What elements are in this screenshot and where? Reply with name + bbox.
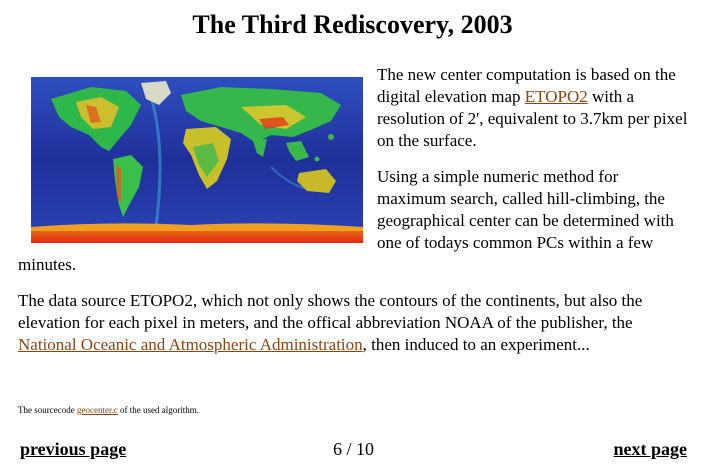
paragraph-hill-climbing: Using a simple numeric method for maximu… (18, 167, 674, 274)
main-content: The new center computation is based on t… (18, 64, 690, 370)
paragraph-etopo2: The new center computation is based on t… (18, 64, 690, 152)
next-page-link[interactable]: next page (613, 439, 688, 459)
source-code-note: The sourcecode geocenter.c of the used a… (18, 405, 199, 416)
page-title: The Third Rediscovery, 2003 (192, 10, 513, 39)
etopo2-link[interactable]: ETOPO2 (524, 87, 588, 106)
paragraph-noaa: The data source ETOPO2, which not only s… (18, 290, 690, 356)
paragraph-etopo2-text-end: with a resolution of 2', equivalent to 3… (377, 87, 688, 150)
geocenter-c-link[interactable]: geocenter.c (76, 405, 118, 415)
paragraph-etopo2-text: The new center computation is based on t… (377, 65, 676, 106)
paragraph-noaa-text-end: , then induced to an experiment... (362, 335, 590, 354)
source-note-text-end: of the used algorithm. (117, 405, 199, 415)
source-note-text: The sourcecode (18, 405, 77, 415)
previous-page-link[interactable]: previous page (20, 439, 127, 459)
paragraph-noaa-text: The data source ETOPO2, which not only s… (18, 291, 643, 332)
world-elevation-map (31, 77, 363, 243)
noaa-link[interactable]: National Oceanic and Atmospheric Adminis… (18, 335, 363, 354)
